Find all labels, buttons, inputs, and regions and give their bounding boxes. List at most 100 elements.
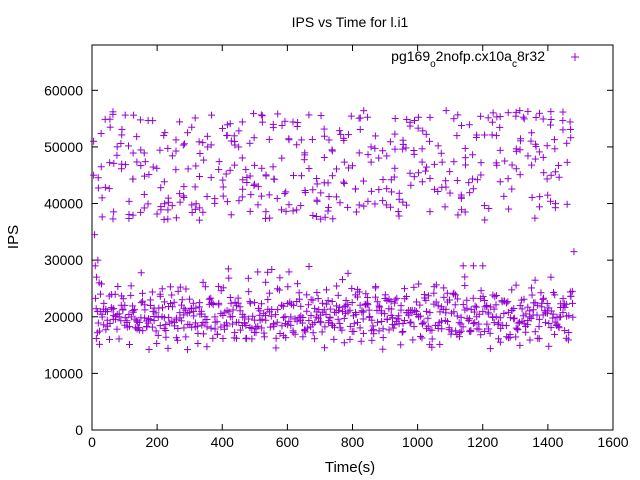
data-point xyxy=(174,287,182,295)
data-point xyxy=(537,289,545,297)
data-point xyxy=(98,194,106,202)
data-point xyxy=(311,335,319,343)
data-point xyxy=(415,169,423,177)
data-point xyxy=(551,200,559,208)
data-point xyxy=(219,183,227,191)
data-point xyxy=(505,205,513,213)
data-point xyxy=(547,324,555,332)
data-point xyxy=(227,211,235,219)
chart-title: IPS vs Time for l.i1 xyxy=(292,14,409,30)
data-point xyxy=(411,306,419,314)
data-point xyxy=(508,185,516,193)
data-point xyxy=(561,303,569,311)
data-point xyxy=(115,310,123,318)
data-point xyxy=(403,201,411,209)
data-point xyxy=(477,331,485,339)
data-point xyxy=(274,110,282,118)
data-point xyxy=(375,302,383,310)
data-point xyxy=(196,172,204,180)
data-point xyxy=(320,154,328,162)
data-point xyxy=(276,329,284,337)
data-point xyxy=(379,147,387,155)
data-point xyxy=(262,316,270,324)
data-point xyxy=(195,216,203,224)
data-point xyxy=(463,304,471,312)
data-point xyxy=(368,336,376,344)
data-point xyxy=(136,116,144,124)
data-point xyxy=(164,344,172,352)
data-point xyxy=(183,346,191,354)
data-point xyxy=(137,269,145,277)
data-point xyxy=(526,336,534,344)
data-point xyxy=(172,147,180,155)
legend-marker xyxy=(571,53,579,61)
data-point xyxy=(194,339,202,347)
data-point xyxy=(387,298,395,306)
data-point xyxy=(94,184,102,192)
data-point xyxy=(378,309,386,317)
data-point xyxy=(524,152,532,160)
data-point xyxy=(491,293,499,301)
data-point-outlier xyxy=(91,262,99,270)
data-point xyxy=(242,166,250,174)
data-point xyxy=(559,117,567,125)
data-point xyxy=(97,163,105,171)
data-point xyxy=(256,307,264,315)
data-point xyxy=(389,324,397,332)
data-point xyxy=(290,172,298,180)
data-point xyxy=(158,285,166,293)
data-point xyxy=(340,303,348,311)
data-point xyxy=(547,273,555,281)
data-point xyxy=(152,309,160,317)
data-point xyxy=(208,111,216,119)
data-point xyxy=(112,315,120,323)
data-point xyxy=(176,198,184,206)
data-point xyxy=(403,293,411,301)
data-point xyxy=(172,166,180,174)
data-point xyxy=(254,322,262,330)
data-point xyxy=(219,284,227,292)
data-point xyxy=(258,118,266,126)
data-point xyxy=(224,265,232,273)
data-point xyxy=(235,143,243,151)
data-point xyxy=(496,178,504,186)
data-point xyxy=(477,112,485,120)
x-tick-label: 1200 xyxy=(467,434,498,450)
data-point xyxy=(241,313,249,321)
data-point xyxy=(336,127,344,135)
data-point xyxy=(473,176,481,184)
data-point xyxy=(376,303,384,311)
data-point xyxy=(559,108,567,116)
data-point xyxy=(287,313,295,321)
data-point xyxy=(106,319,114,327)
data-point xyxy=(334,291,342,299)
data-point xyxy=(328,297,336,305)
data-point xyxy=(234,299,242,307)
data-point xyxy=(321,213,329,221)
data-point xyxy=(254,268,262,276)
data-point xyxy=(121,111,129,119)
data-point xyxy=(145,345,153,353)
data-point xyxy=(346,306,354,314)
data-point xyxy=(477,159,485,167)
data-point xyxy=(320,306,328,314)
data-point xyxy=(191,205,199,213)
data-point xyxy=(399,319,407,327)
data-point xyxy=(369,322,377,330)
data-point xyxy=(355,201,363,209)
data-point xyxy=(305,165,313,173)
data-point xyxy=(127,282,135,290)
data-point xyxy=(432,281,440,289)
data-point xyxy=(273,318,281,326)
data-point xyxy=(371,132,379,140)
data-point xyxy=(324,179,332,187)
data-point xyxy=(225,308,233,316)
data-point xyxy=(129,175,137,183)
data-point xyxy=(268,265,276,273)
data-point xyxy=(539,295,547,303)
data-point xyxy=(180,311,188,319)
data-point xyxy=(454,111,462,119)
data-point xyxy=(160,131,168,139)
data-point xyxy=(395,212,403,220)
axis-ticks: 0 200 400 600 800 1000 1200 1400 1600 0 10000 20000… xyxy=(44,45,629,450)
